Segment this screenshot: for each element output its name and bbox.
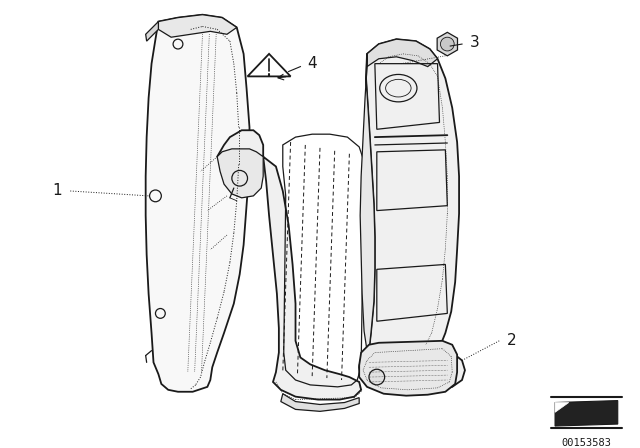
Polygon shape bbox=[248, 54, 291, 77]
Circle shape bbox=[440, 37, 454, 51]
Text: 3: 3 bbox=[470, 34, 479, 50]
Polygon shape bbox=[437, 32, 458, 56]
Polygon shape bbox=[146, 15, 250, 392]
Polygon shape bbox=[217, 149, 263, 198]
Polygon shape bbox=[281, 394, 359, 411]
Polygon shape bbox=[555, 401, 618, 426]
Circle shape bbox=[369, 369, 385, 385]
Text: 1: 1 bbox=[52, 184, 62, 198]
Polygon shape bbox=[146, 22, 158, 41]
Text: 00153583: 00153583 bbox=[561, 438, 611, 448]
Polygon shape bbox=[555, 403, 569, 412]
Text: 2: 2 bbox=[507, 333, 516, 349]
Polygon shape bbox=[359, 341, 457, 396]
Polygon shape bbox=[367, 39, 438, 67]
Polygon shape bbox=[360, 54, 375, 351]
Polygon shape bbox=[359, 39, 465, 394]
Polygon shape bbox=[217, 130, 361, 400]
Text: 4: 4 bbox=[307, 56, 317, 71]
Polygon shape bbox=[158, 15, 237, 37]
